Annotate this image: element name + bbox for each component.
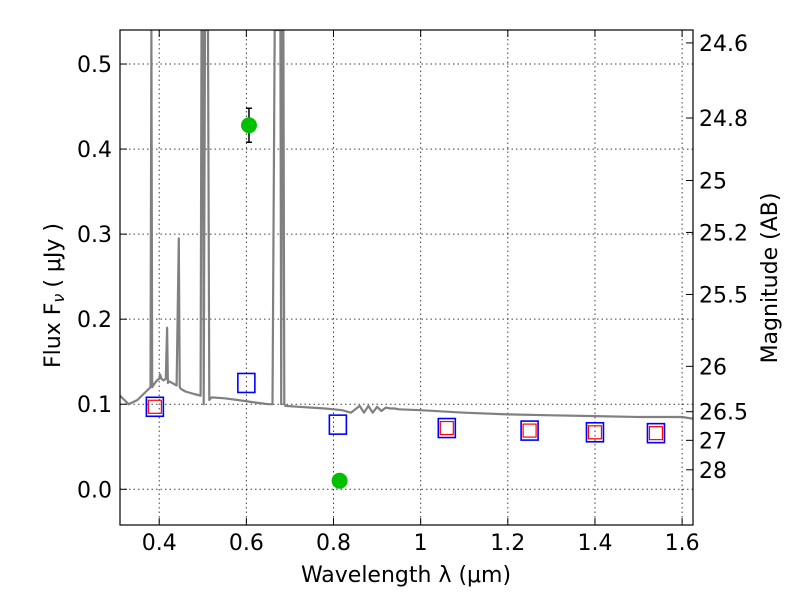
x-tick-label: 1.2 <box>490 531 525 556</box>
model-square-alt <box>587 425 603 440</box>
y-axis-flux: 0.0 0.1 0.2 0.3 0.4 0.5 <box>77 53 127 503</box>
mag-tick-label: 24.8 <box>699 107 748 132</box>
y-tick-label: 0.5 <box>77 53 112 78</box>
mag-tick-label: 25.2 <box>699 221 748 246</box>
model-square <box>145 396 165 418</box>
model-square <box>237 372 256 394</box>
x-tick-label: 1.4 <box>577 531 612 556</box>
model-square-alt <box>648 426 664 441</box>
y-axis-label-sub: ν <box>49 294 68 303</box>
y-tick-label: 0.2 <box>77 308 112 333</box>
svg-text:Flux Fν( μJy ): Flux Fν ( μJy ) <box>41 223 68 368</box>
y-tick-label: 0.1 <box>77 393 112 418</box>
plot-area <box>120 30 693 489</box>
mag-tick-label: 24.6 <box>699 32 748 57</box>
observed-point <box>331 472 348 489</box>
model-square-alt <box>147 399 162 414</box>
x-tick-label: 0.8 <box>316 531 351 556</box>
x-axis: 0.4 0.6 0.8 1 1.2 1.4 1.6 <box>142 30 700 556</box>
model-square <box>520 420 539 441</box>
observed-point <box>240 117 257 134</box>
grid <box>120 30 693 525</box>
y-tick-label: 0.3 <box>77 223 112 248</box>
mag-tick-label: 25 <box>699 169 727 194</box>
spectrum-line <box>120 30 693 420</box>
x-axis-label: Wavelength λ (μm) <box>301 563 511 588</box>
plot-frame <box>119 29 694 526</box>
mag-tick-label: 28 <box>699 459 727 484</box>
mag-tick-label: 27 <box>699 429 727 454</box>
y-tick-label: 0.0 <box>77 478 112 503</box>
model-square <box>585 421 605 443</box>
x-tick-label: 0.6 <box>229 531 264 556</box>
y-tick-label: 0.4 <box>77 138 112 163</box>
x-tick-label: 1.6 <box>665 531 700 556</box>
y-axis-magnitude: 24.6 24.8 25 25.2 25.5 26 26.5 27 28 <box>686 32 748 484</box>
y-axis-label-right: Magnitude (AB) <box>758 193 783 364</box>
mag-tick-label: 25.5 <box>699 283 748 308</box>
model-square <box>328 414 348 435</box>
y-axis-label-flux: Flux F <box>41 303 66 368</box>
model-square-alt <box>522 423 537 438</box>
model-square <box>437 417 457 439</box>
model-square-alt <box>439 420 454 436</box>
y-axis-label-unit: ( μJy ) <box>41 223 66 288</box>
x-tick-label: 1 <box>414 531 428 556</box>
y-axis-label-left: Flux Fν ( μJy ) <box>41 223 68 368</box>
x-tick-label: 0.4 <box>142 531 177 556</box>
mag-tick-label: 26.5 <box>699 401 748 426</box>
mag-tick-label: 26 <box>699 355 727 380</box>
model-square <box>646 422 666 444</box>
